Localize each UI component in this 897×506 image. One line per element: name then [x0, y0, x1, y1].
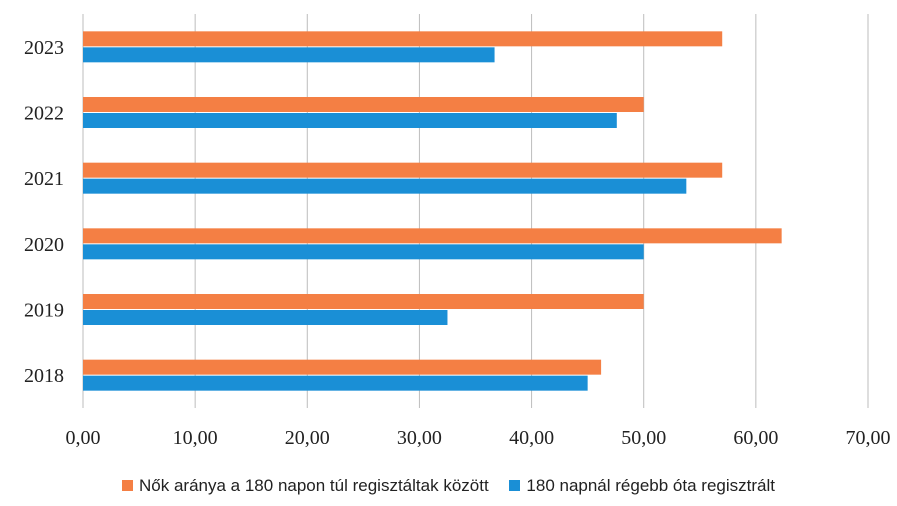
legend-swatch-series-1 — [122, 480, 134, 491]
category-label: 2020 — [24, 234, 64, 256]
x-tick-label: 20,00 — [285, 427, 330, 449]
category-labels: 2023 2022 2021 2020 2019 2018 — [24, 37, 64, 387]
bar-series-1-2021 — [83, 162, 723, 178]
category-label: 2021 — [24, 168, 64, 190]
x-tick-label: 40,00 — [509, 427, 554, 449]
category-label: 2023 — [24, 37, 64, 59]
legend-swatch-series-2 — [509, 480, 521, 491]
bar-series-1-2018 — [83, 359, 602, 375]
x-tick-label: 0,00 — [66, 427, 101, 449]
bar-series-1-2023 — [83, 31, 723, 47]
bar-series-2-2018 — [83, 375, 588, 391]
bars — [83, 31, 782, 391]
x-tick-label: 50,00 — [621, 427, 666, 449]
bar-series-2-2019 — [83, 310, 448, 325]
legend-label-series-2: 180 napnál régebb óta regisztrált — [526, 476, 775, 495]
legend-label-series-1: Nők aránya a 180 napon túl regisztáltak … — [139, 476, 489, 495]
bar-series-2-2022 — [83, 113, 617, 128]
x-tick-label: 30,00 — [397, 427, 442, 449]
bar-chart: 2023 2022 2021 2020 2019 2018 0,00 10,00 20,00 3… — [24, 14, 891, 449]
bar-series-2-2021 — [83, 178, 687, 194]
x-tick-label: 70,00 — [846, 427, 891, 449]
legend-item-series-2: 180 napnál régebb óta regisztrált — [509, 476, 775, 496]
legend: Nők aránya a 180 napon túl regisztáltak … — [0, 476, 897, 496]
bar-series-1-2022 — [83, 97, 644, 112]
x-axis-tick-labels: 0,00 10,00 20,00 30,00 40,00 50,00 60,00 70,00 — [66, 427, 891, 449]
legend-item-series-1: Nők aránya a 180 napon túl regisztáltak … — [122, 476, 489, 496]
x-tick-label: 60,00 — [733, 427, 778, 449]
bar-series-2-2023 — [83, 47, 495, 63]
bar-series-2-2020 — [83, 244, 644, 260]
x-tick-label: 10,00 — [173, 427, 218, 449]
bar-series-1-2020 — [83, 228, 782, 244]
bar-series-1-2019 — [83, 294, 644, 309]
category-label: 2022 — [24, 103, 64, 125]
category-label: 2019 — [24, 300, 64, 322]
gridlines — [82, 14, 869, 408]
category-label: 2018 — [24, 365, 64, 387]
